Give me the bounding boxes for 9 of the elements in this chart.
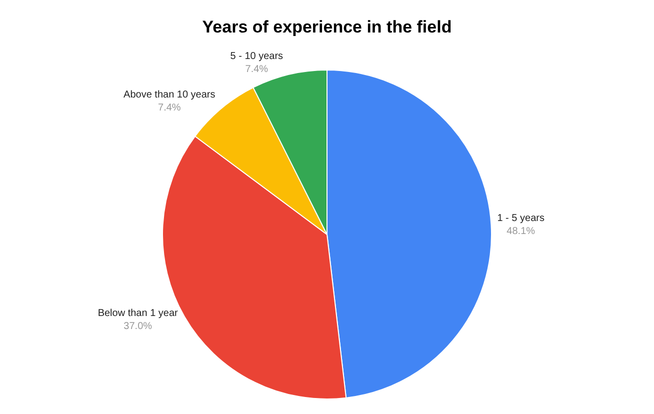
data-label: 7.4%	[158, 102, 181, 114]
data-label: 7.4%	[245, 64, 268, 76]
chart-title: Years of experience in the field	[202, 18, 452, 37]
data-label: 48.1%	[506, 226, 536, 237]
data-label: 37.0%	[124, 320, 152, 332]
slice-label: 1 - 5 years	[497, 212, 544, 224]
slice-label: Above than 10 years	[124, 89, 216, 100]
slice-label: 5 - 10 years	[230, 51, 284, 62]
slice-label: Below than 1 year	[98, 308, 179, 319]
